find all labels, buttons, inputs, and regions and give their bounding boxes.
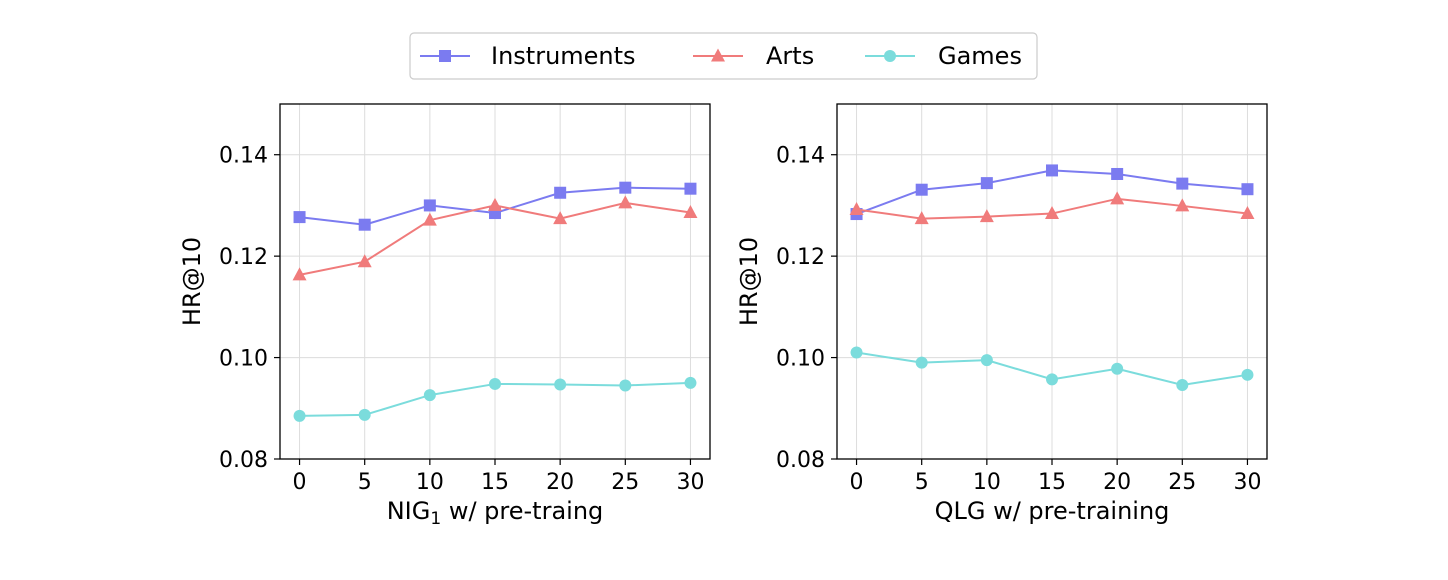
- legend-entry-instruments: Instruments: [420, 42, 636, 70]
- x-tick-label: 25: [1168, 470, 1196, 495]
- data-point-arts: [1110, 191, 1125, 205]
- data-point-instruments: [1111, 167, 1124, 180]
- y-tick-label: 0.08: [776, 448, 825, 473]
- legend-marker-arts: [711, 48, 725, 62]
- data-point-games: [619, 379, 632, 392]
- data-point-arts: [683, 205, 698, 219]
- x-tick-label: 0: [293, 470, 307, 495]
- y-tick-label: 0.14: [219, 144, 268, 169]
- x-axis-label: QLG w/ pre-training: [935, 497, 1170, 525]
- legend-label-arts: Arts: [766, 42, 814, 70]
- legend-entry-games: Games: [865, 42, 1022, 70]
- data-point-games: [489, 377, 501, 390]
- data-point-instruments: [980, 177, 993, 190]
- x-tick-label: 10: [416, 470, 444, 495]
- legend-label-games: Games: [938, 42, 1022, 70]
- data-point-arts: [914, 211, 929, 225]
- series-games: [850, 346, 1254, 391]
- data-point-games: [980, 354, 993, 367]
- data-point-games: [1046, 373, 1058, 386]
- data-point-games: [423, 389, 436, 402]
- series-games: [293, 376, 697, 422]
- grid: [837, 104, 1267, 460]
- y-tick-label: 0.12: [776, 245, 825, 270]
- data-point-arts: [1175, 198, 1190, 212]
- x-tick-label: 20: [546, 470, 574, 495]
- x-tick-label: 30: [676, 470, 704, 495]
- x-tick-label: 5: [358, 470, 372, 495]
- x-tick-label: 15: [481, 470, 509, 495]
- x-tick-label: 5: [915, 470, 929, 495]
- data-point-games: [684, 376, 697, 389]
- data-point-games: [1111, 362, 1124, 375]
- data-point-games: [358, 408, 371, 421]
- data-point-arts: [1045, 206, 1059, 220]
- legend-label-instruments: Instruments: [491, 42, 636, 70]
- legend-entry-arts: Arts: [693, 42, 814, 70]
- x-tick-label: 10: [973, 470, 1001, 495]
- data-point-arts: [357, 254, 372, 268]
- x-axis-label: NIG1 w/ pre-traing: [387, 497, 604, 529]
- y-tick-label: 0.08: [219, 448, 268, 473]
- data-point-arts: [849, 201, 864, 215]
- data-point-instruments: [423, 199, 436, 212]
- data-point-instruments: [684, 182, 697, 195]
- series-instruments: [293, 181, 697, 231]
- series-arts: [292, 195, 698, 281]
- legend: Instruments Arts Games: [409, 32, 1038, 80]
- data-point-arts: [1240, 206, 1255, 220]
- x-tick-label: 20: [1103, 470, 1131, 495]
- panels: 0 5 10 15 20 25 30 0.08 0.10 0.12 0.14 NIG1 w/ pre-…: [178, 103, 1268, 529]
- data-point-arts: [292, 267, 307, 281]
- x-tick-label: 30: [1233, 470, 1261, 495]
- panel-1: 0 5 10 15 20 25 30 0.08 0.10 0.12 0.14 NIG1 w/ pre-…: [178, 103, 711, 529]
- x-tick-label: 25: [611, 470, 639, 495]
- x-tick-label: 0: [850, 470, 864, 495]
- data-point-games: [1241, 368, 1254, 381]
- data-point-arts: [422, 212, 437, 226]
- data-point-instruments: [554, 186, 567, 199]
- data-point-instruments: [1046, 164, 1058, 177]
- data-point-arts: [488, 197, 502, 211]
- data-point-arts: [979, 209, 994, 223]
- data-point-games: [850, 346, 863, 359]
- data-point-games: [554, 378, 567, 391]
- data-point-games: [915, 356, 928, 369]
- y-tick-label: 0.12: [219, 245, 268, 270]
- data-point-games: [293, 409, 306, 422]
- data-point-instruments: [619, 181, 632, 194]
- y-tick-label: 0.14: [776, 144, 825, 169]
- y-tick-label: 0.10: [219, 347, 268, 372]
- y-axis-label: HR@10: [735, 237, 763, 326]
- y-tick-label: 0.10: [776, 347, 825, 372]
- data-point-instruments: [293, 211, 306, 224]
- y-axis-label: HR@10: [178, 237, 206, 326]
- data-point-arts: [553, 211, 568, 225]
- grid: [280, 104, 710, 460]
- legend-marker-instruments: [439, 50, 451, 62]
- data-point-games: [1176, 378, 1189, 391]
- data-point-arts: [618, 195, 633, 209]
- data-point-instruments: [915, 183, 928, 196]
- data-point-instruments: [1241, 183, 1254, 196]
- data-point-instruments: [1176, 177, 1189, 190]
- data-point-instruments: [358, 218, 371, 231]
- x-tick-label: 15: [1038, 470, 1066, 495]
- series-arts: [849, 191, 1255, 225]
- legend-marker-games: [884, 50, 896, 62]
- panel-2: 0 5 10 15 20 25 30 0.08 0.10 0.12 0.14 QLG w/ pre-t…: [735, 103, 1268, 525]
